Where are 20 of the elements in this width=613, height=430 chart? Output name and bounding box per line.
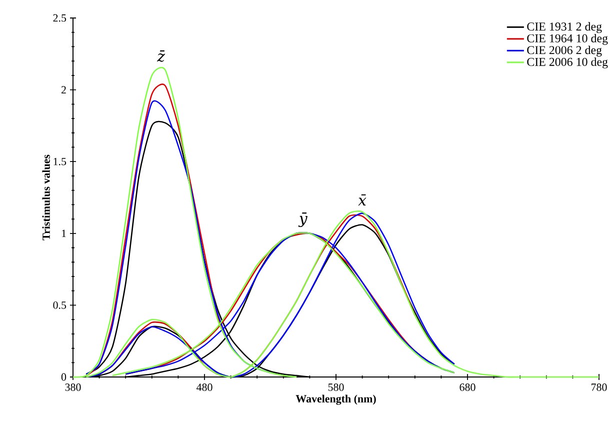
x-axis-title: Wavelength (nm) — [296, 394, 376, 405]
y-tick-label: 1 — [62, 230, 66, 238]
legend-label: CIE 2006 10 deg — [527, 58, 608, 68]
x-tick-label: 680 — [460, 384, 476, 391]
x-tick-label: 480 — [196, 384, 212, 391]
annotation: ȳ — [298, 212, 308, 227]
x-tick-label: 380 — [65, 384, 81, 391]
annotation: x̄ — [358, 194, 366, 206]
y-tick-label: 2.5 — [53, 14, 66, 22]
y-tick-label: 0 — [61, 373, 66, 381]
x-tick-label: 780 — [592, 384, 607, 391]
y-tick-label: 0.5 — [53, 301, 66, 309]
annotation: z̄ — [157, 50, 166, 62]
y-tick-label: 1.5 — [54, 158, 66, 166]
x-tick-label: 580 — [328, 384, 344, 391]
y-axis-title: Tristimulus values — [42, 154, 50, 240]
legend-label: CIE 1964 10 deg — [527, 34, 608, 45]
legend-label: CIE 1931 2 deg — [527, 22, 602, 34]
legend-label: CIE 2006 2 deg — [527, 46, 602, 57]
y-tick-label: 2 — [61, 86, 66, 94]
